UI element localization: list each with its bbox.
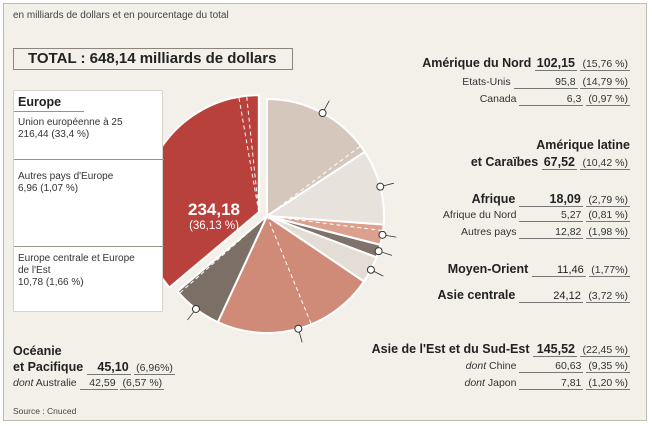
- europe-item-est: Europe centrale et Europe de l'Est 10,78…: [18, 253, 135, 288]
- europe-slice-label: 234,18 (36,13 %): [154, 200, 274, 232]
- chart-frame: en milliards de dollars et en pourcentag…: [3, 3, 647, 421]
- total-box: TOTAL : 648,14 milliards de dollars: [13, 48, 293, 70]
- europe-title: Europe: [18, 95, 62, 109]
- marker-amerique-du-nord: [318, 109, 327, 118]
- europe-title-rule: [14, 111, 84, 112]
- label-etats-unis: Etats-Unis 95,8 (14,79 %): [462, 76, 630, 89]
- marker-afrique: [378, 230, 387, 239]
- label-australie: dont Australie 42,59 (6,57 %): [13, 377, 165, 390]
- europe-rule-1: [14, 159, 164, 160]
- label-oceanie-2: et Pacifique 45,10 (6,96%): [13, 360, 175, 375]
- label-oceanie-1: Océanie: [13, 344, 62, 358]
- marker-moyen-orient: [374, 247, 383, 256]
- label-canada: Canada 6,3 (0,97 %): [479, 93, 630, 106]
- label-afrique-nord: Afrique du Nord 5,27 (0,81 %): [442, 209, 630, 222]
- europe-slice-value: 234,18: [188, 200, 240, 219]
- europe-slice-percent: (36,13 %): [189, 220, 239, 232]
- pie-chart: [140, 94, 397, 343]
- total-value: 648,14 milliards de dollars: [89, 50, 277, 67]
- total-label: TOTAL :: [28, 50, 86, 67]
- europe-rule-2: [14, 246, 164, 247]
- label-moyen-orient: Moyen-Orient 11,46 (1,77%): [447, 262, 630, 277]
- marker-oceanie-et-pacifique: [191, 304, 200, 313]
- subdivision-line-etats-unis: [266, 145, 361, 217]
- subdivision-line-australie: [178, 215, 268, 294]
- label-chine: dont Chine 60,63 (9,35 %): [465, 360, 630, 373]
- subdivision-line-chine: [266, 215, 312, 325]
- label-asie-est: Asie de l'Est et du Sud-Est 145,52 (22,4…: [371, 342, 630, 357]
- label-japon: dont Japon 7,81 (1,20 %): [464, 377, 630, 390]
- subdivision-line-autres-pays-d-europe: [246, 95, 260, 213]
- subdivision-line-union-europeenne-a-25: [238, 96, 260, 213]
- marker-asie-centrale: [366, 265, 375, 274]
- source-note: Source : Cnuced: [13, 406, 77, 416]
- label-afrique: Afrique 18,09 (2,79 %): [471, 192, 630, 207]
- label-amerique-latine-2: et Caraïbes 67,52 (10,42 %): [470, 155, 630, 170]
- marker-amerique-latine-et-caraibes: [376, 182, 385, 191]
- marker-asie-de-l-est-et-du-sud-est: [294, 324, 303, 333]
- subdivision-line-afrique-du-nord: [266, 215, 384, 232]
- europe-panel: Europe Union européenne à 25 216,44 (33,…: [13, 90, 164, 312]
- label-asie-centrale: Asie centrale 24,12 (3,72 %): [437, 288, 630, 303]
- label-amerique-latine-1: Amérique latine: [536, 138, 630, 152]
- chart-subtitle: en milliards de dollars et en pourcentag…: [13, 10, 229, 21]
- europe-item-ue: Union européenne à 25 216,44 (33,4 %): [18, 117, 123, 140]
- label-amerique-nord: Amérique du Nord 102,15 (15,76 %): [422, 56, 630, 71]
- label-afrique-autres: Autres pays 12,82 (1,98 %): [461, 226, 630, 239]
- europe-item-autres: Autres pays d'Europe 6,96 (1,07 %): [18, 171, 114, 194]
